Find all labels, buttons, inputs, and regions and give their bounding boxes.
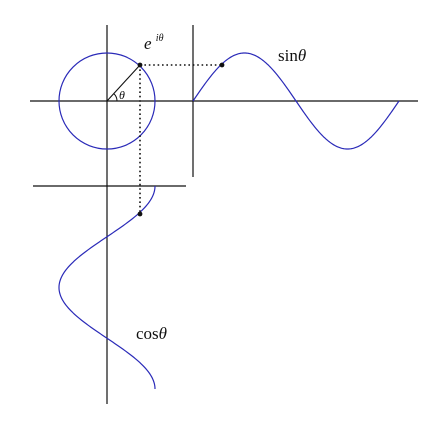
point-on-sine — [219, 62, 225, 68]
sine-curve — [192, 52, 400, 150]
sine-label: sinθ — [278, 46, 306, 65]
angle-arc — [113, 93, 118, 102]
exp-base: e — [144, 34, 152, 53]
cosine-label: cosθ — [136, 324, 167, 343]
exp-label: e iθ — [144, 33, 164, 53]
sine-label-func: sin — [278, 46, 298, 65]
angle-label: θ — [119, 88, 125, 102]
point-on-circle — [137, 62, 143, 68]
point-on-cosine — [137, 211, 143, 217]
cosine-label-func: cos — [136, 324, 159, 343]
sine-label-var: θ — [298, 46, 306, 65]
cosine-label-var: θ — [159, 324, 167, 343]
axes — [30, 25, 418, 404]
cosine-curve — [58, 185, 156, 390]
exp-power: iθ — [156, 33, 164, 44]
unit-circle — [58, 52, 156, 150]
radius-line — [106, 64, 141, 102]
